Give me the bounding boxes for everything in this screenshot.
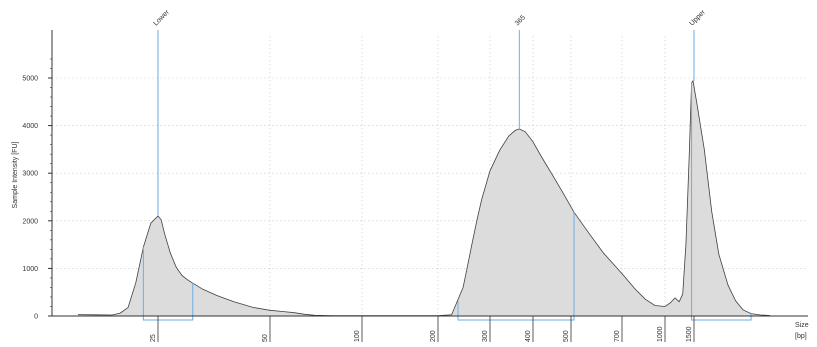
- y-axis-ticks: 0 1000 2000 3000 4000 5000: [22, 58, 52, 321]
- x-axis-ticks: 25 50 100 200 300 400 500 700 1000 1500: [150, 316, 695, 342]
- peak-markers: Lower 365 Upper: [152, 9, 707, 217]
- peak-label: Lower: [152, 9, 171, 28]
- peak-label: 365: [514, 14, 527, 27]
- x-tick-label: 1000: [657, 326, 664, 342]
- y-tick-label: 2000: [22, 218, 38, 225]
- y-tick-label: 3000: [22, 171, 38, 178]
- x-tick-label: 1500: [686, 326, 693, 342]
- x-tick-label: 400: [525, 330, 532, 342]
- y-tick-label: 1000: [22, 266, 38, 273]
- x-tick-label: 700: [614, 330, 621, 342]
- region-brackets: [142, 82, 752, 321]
- x-tick-label: 25: [150, 334, 157, 342]
- y-tick-label: 0: [34, 314, 38, 321]
- x-tick-label: 300: [482, 330, 489, 342]
- x-tick-label: 500: [563, 330, 570, 342]
- x-tick-label: 200: [430, 330, 437, 342]
- y-tick-label: 4000: [22, 123, 38, 130]
- x-tick-label: 100: [354, 330, 361, 342]
- y-axis-label: Sample Intensity [FU]: [12, 141, 19, 208]
- y-tick-label: 5000: [22, 76, 38, 83]
- peak-label: Upper: [688, 9, 707, 28]
- x-axis-unit: [bp]: [795, 333, 807, 340]
- x-tick-label: 50: [262, 334, 269, 342]
- region-bracket: [691, 82, 752, 321]
- trace-line: [77, 79, 771, 317]
- region-bracket: [457, 212, 575, 321]
- region-bracket: [142, 246, 194, 321]
- x-axis-label: Size: [795, 322, 809, 329]
- trace-area: [77, 79, 771, 317]
- trace-fill: [78, 80, 770, 317]
